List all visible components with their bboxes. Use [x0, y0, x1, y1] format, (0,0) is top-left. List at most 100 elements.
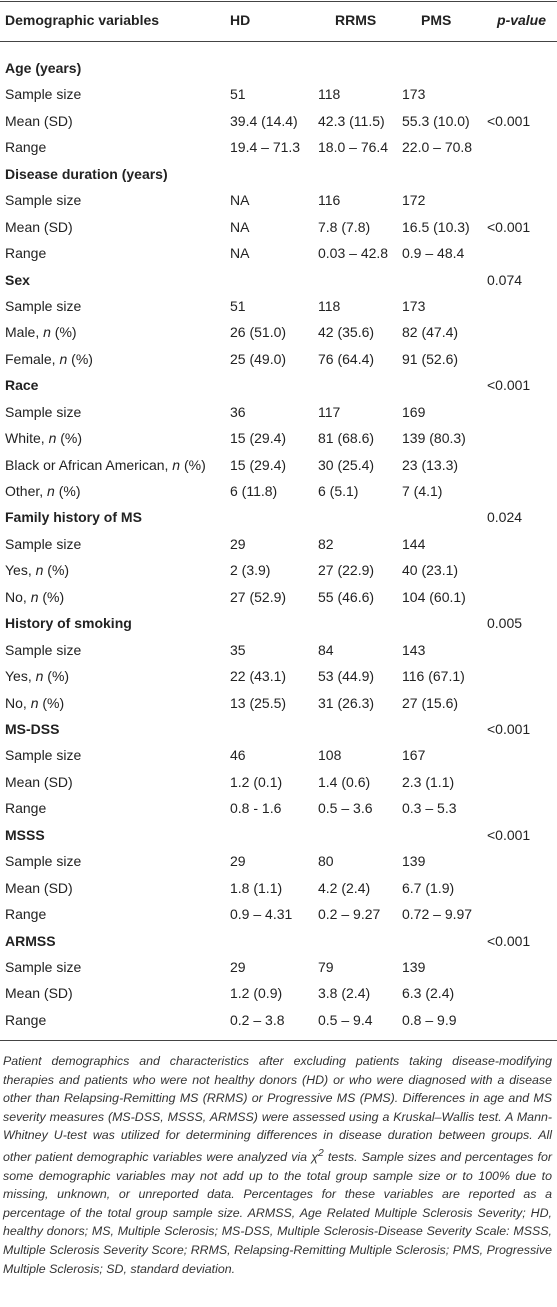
data-cell: 27 (52.9) — [230, 588, 287, 605]
row-label: Mean (SD) — [5, 879, 73, 896]
top-rule — [0, 1, 557, 2]
section-title: Family history of MS — [5, 509, 142, 526]
header-rule — [0, 41, 557, 42]
cell-part: Black or African American, — [5, 456, 173, 473]
row-label: Mean (SD) — [5, 773, 73, 790]
data-cell: 22.0 – 70.8 — [402, 139, 473, 156]
data-cell: 139 — [402, 853, 426, 870]
cell-part: (%) — [56, 430, 83, 447]
section-title: Disease duration (years) — [5, 165, 168, 182]
data-cell: 108 — [318, 747, 342, 764]
row-label: Mean (SD) — [5, 218, 73, 235]
row-label: Sample size — [5, 641, 82, 658]
bottom-rule — [0, 1040, 557, 1041]
row-label: Sample size — [5, 403, 82, 420]
row-label: Yes, n (%) — [5, 663, 69, 689]
data-cell: 6 (5.1) — [318, 483, 359, 500]
cell-part: n — [48, 430, 57, 447]
p-value: <0.001 — [487, 932, 531, 949]
footnote-sup: 2 — [317, 1147, 324, 1159]
data-cell: 1.2 (0.1) — [230, 773, 283, 790]
data-cell: 46 — [230, 747, 246, 764]
p-value: <0.001 — [487, 377, 531, 394]
row-label: No, n (%) — [5, 690, 64, 716]
data-cell: 144 — [402, 535, 426, 552]
cell-part: (%) — [67, 350, 93, 367]
data-cell: 42.3 (11.5) — [318, 112, 385, 129]
data-cell: 40 (23.1) — [402, 562, 459, 579]
cell-part: White, — [5, 430, 49, 447]
data-cell: 104 (60.1) — [402, 588, 466, 605]
data-cell: 0.8 - 1.6 — [230, 800, 282, 817]
cell-part: Yes, — [5, 562, 36, 579]
cell-part: n — [30, 694, 39, 711]
data-cell: 116 (67.1) — [402, 668, 465, 685]
data-cell: 1.4 (0.6) — [318, 773, 371, 790]
data-cell: 6 (11.8) — [230, 483, 278, 500]
data-cell: 0.72 – 9.97 — [402, 906, 473, 923]
data-cell: 82 (47.4) — [402, 324, 459, 341]
section-title: Race — [5, 377, 39, 394]
data-cell: 118 — [318, 86, 341, 103]
data-cell: 55 (46.6) — [318, 588, 375, 605]
data-cell: 1.2 (0.9) — [230, 985, 283, 1002]
data-cell: 0.9 – 48.4 — [402, 245, 465, 262]
data-cell: NA — [230, 218, 250, 235]
data-cell: 0.9 – 4.31 — [230, 906, 293, 923]
data-cell: 27 (15.6) — [402, 694, 459, 711]
p-value: 0.005 — [487, 615, 523, 632]
row-label: Sample size — [5, 86, 82, 103]
data-cell: 169 — [402, 403, 426, 420]
data-cell: 1.8 (1.1) — [230, 879, 283, 896]
row-label: Sample size — [5, 192, 82, 209]
row-label: Sample size — [5, 747, 82, 764]
p-value: 0.024 — [487, 509, 523, 526]
section-title: MSSS — [5, 826, 45, 843]
data-cell: 15 (29.4) — [230, 456, 287, 473]
row-label: Range — [5, 139, 47, 156]
cell-part: (%) — [38, 588, 65, 605]
footnote-text: Patient demographics and characteristics… — [3, 1054, 552, 1165]
data-cell: 15 (29.4) — [230, 430, 287, 447]
data-cell: 7 (4.1) — [402, 483, 443, 500]
cell-part: (%) — [180, 456, 206, 473]
cell-part: n — [35, 668, 44, 685]
data-cell: 79 — [318, 958, 334, 975]
data-cell: 53 (44.9) — [318, 668, 375, 685]
cell-part: Female, — [5, 350, 60, 367]
data-cell: 39.4 (14.4) — [230, 112, 298, 129]
data-cell: 27 (22.9) — [318, 562, 375, 579]
cell-part: (%) — [38, 694, 65, 711]
cell-part: n — [59, 350, 68, 367]
data-cell: 0.8 – 9.9 — [402, 1011, 457, 1028]
data-cell: 26 (51.0) — [230, 324, 287, 341]
cell-part: Other, — [5, 483, 48, 500]
data-cell: 117 — [318, 403, 341, 420]
section-title: MS-DSS — [5, 721, 60, 737]
data-cell: 31 (26.3) — [318, 694, 375, 711]
row-label: Mean (SD) — [5, 985, 73, 1002]
data-cell: 2 (3.9) — [230, 562, 271, 579]
header-cell: PMS — [421, 12, 452, 28]
data-cell: 42 (35.6) — [318, 324, 375, 341]
data-cell: 0.2 – 9.27 — [318, 906, 381, 923]
cell-part: Male, — [5, 324, 44, 341]
data-cell: NA — [230, 192, 250, 209]
cell-part: (%) — [43, 562, 70, 579]
row-label: Sample size — [5, 958, 82, 975]
row-label: Other, n (%) — [5, 478, 81, 504]
header-cell: RRMS — [335, 12, 377, 28]
p-value: 0.074 — [487, 271, 523, 288]
data-cell: 173 — [402, 297, 426, 314]
data-cell: 16.5 (10.3) — [402, 218, 470, 235]
section-title: Age (years) — [5, 60, 82, 76]
data-cell: 80 — [318, 853, 334, 870]
header-cell: HD — [230, 12, 251, 28]
cell-part: (%) — [54, 483, 81, 500]
header-cell: p-value — [497, 7, 546, 33]
row-label: Range — [5, 800, 47, 817]
data-cell: 91 (52.6) — [402, 350, 459, 367]
cell-part: No, — [5, 588, 31, 605]
cell-part: (%) — [43, 668, 70, 685]
data-cell: 29 — [230, 853, 246, 870]
